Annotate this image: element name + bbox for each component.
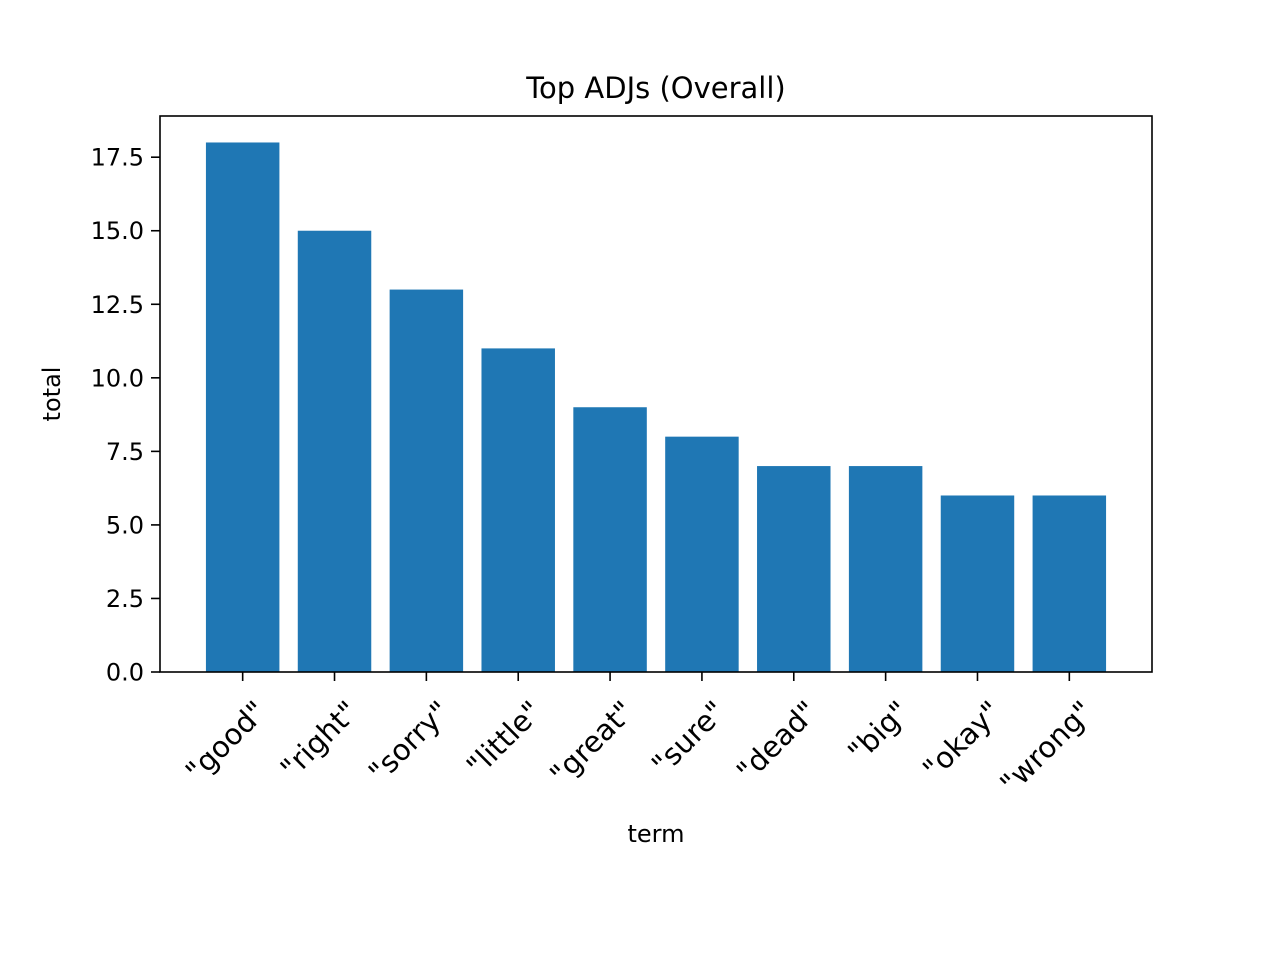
y-tick-label: 10.0 xyxy=(91,364,144,392)
chart-title: Top ADJs (Overall) xyxy=(525,71,785,105)
y-tick-label: 0.0 xyxy=(106,659,144,687)
bar xyxy=(297,230,372,673)
y-tick-label: 12.5 xyxy=(91,291,144,319)
bars-group xyxy=(205,142,1107,673)
y-axis-label: total xyxy=(38,367,66,422)
bar xyxy=(940,495,1015,672)
bar xyxy=(757,466,831,672)
bar xyxy=(481,348,555,672)
bar xyxy=(573,407,647,672)
y-tick-label: 17.5 xyxy=(91,144,144,172)
bar xyxy=(1032,495,1107,672)
y-tick-label: 2.5 xyxy=(106,585,144,613)
bar xyxy=(665,436,739,672)
plot-frame xyxy=(159,115,1153,673)
y-tick-label: 7.5 xyxy=(106,438,144,466)
y-tick-label: 5.0 xyxy=(106,511,144,539)
y-tick-label: 15.0 xyxy=(91,217,144,245)
bar xyxy=(205,142,280,673)
y-axis: 0.0 2.5 5.0 7.5 10.0 12.5 15.0 17.5 xyxy=(91,144,160,687)
x-axis-label: term xyxy=(628,820,685,848)
bar xyxy=(389,289,464,672)
bar xyxy=(848,466,923,672)
